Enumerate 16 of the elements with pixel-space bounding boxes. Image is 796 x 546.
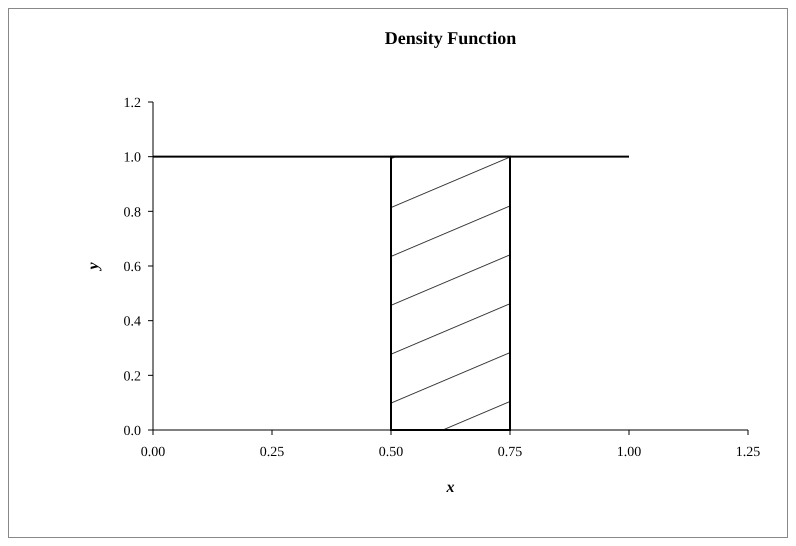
- y-tick-label: 1.2: [124, 96, 141, 111]
- y-tick-label: 0.0: [124, 424, 141, 439]
- x-tick-label: 0.00: [140, 445, 166, 460]
- x-axis-title: x: [446, 479, 454, 496]
- x-tick-label: 0.50: [378, 445, 404, 460]
- y-tick-label: 0.8: [124, 205, 141, 220]
- x-tick-label: 1.25: [736, 445, 760, 460]
- x-tick-label: 0.25: [260, 445, 284, 460]
- y-axis-title: y: [85, 262, 102, 272]
- y-tick-label: 1.0: [124, 150, 141, 166]
- y-tick-label: 0.6: [124, 260, 141, 275]
- x-tick-label: 0.75: [498, 445, 522, 460]
- y-tick-label: 0.4: [124, 314, 141, 330]
- y-tick-label: 0.2: [124, 369, 141, 384]
- chart-title: Density Function: [384, 28, 516, 48]
- x-tick-label: 1.00: [616, 445, 642, 460]
